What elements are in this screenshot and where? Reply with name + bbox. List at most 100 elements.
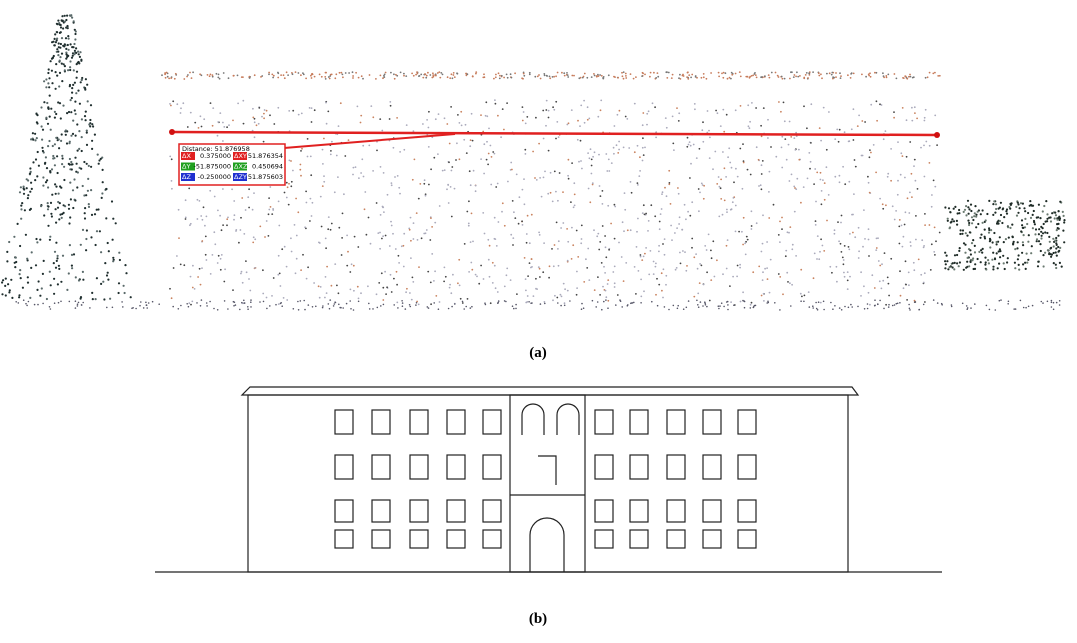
point [1051, 300, 1053, 302]
point [58, 147, 60, 149]
point [60, 281, 62, 283]
point [450, 106, 452, 108]
point [131, 308, 133, 310]
point [836, 266, 838, 268]
point [49, 95, 51, 97]
point [635, 76, 637, 78]
point [1048, 252, 1050, 254]
point [366, 234, 368, 236]
point [553, 265, 555, 267]
point [323, 175, 325, 177]
point [18, 294, 20, 296]
point [307, 138, 309, 140]
point [42, 303, 44, 305]
point [798, 149, 800, 151]
point [848, 249, 850, 251]
point [577, 120, 579, 122]
point [375, 78, 377, 80]
point [206, 305, 208, 307]
point [66, 289, 68, 291]
point [10, 279, 12, 281]
point [58, 218, 60, 220]
point [814, 168, 816, 170]
point [851, 128, 853, 130]
point [231, 188, 233, 190]
point [178, 237, 180, 239]
point [785, 250, 787, 252]
point [273, 75, 275, 77]
point [829, 266, 831, 268]
point [324, 76, 326, 78]
point [469, 170, 471, 172]
point [1037, 265, 1039, 267]
point [727, 304, 729, 306]
point [362, 145, 364, 147]
point [685, 218, 687, 220]
point [670, 203, 672, 205]
point [644, 253, 646, 255]
point [761, 251, 763, 253]
point [390, 105, 392, 107]
point [63, 212, 65, 214]
point [495, 103, 497, 105]
point [954, 206, 956, 208]
point [324, 297, 326, 299]
point [621, 306, 623, 308]
point [970, 307, 972, 309]
point [590, 148, 592, 150]
point [1025, 268, 1027, 270]
point [1005, 238, 1007, 240]
point [583, 76, 585, 78]
point [80, 296, 82, 298]
window [410, 410, 428, 434]
point [992, 241, 994, 243]
point [640, 279, 642, 281]
point [718, 176, 720, 178]
point [86, 130, 88, 132]
point [746, 236, 748, 238]
point [322, 305, 324, 307]
point [655, 137, 657, 139]
point [752, 271, 754, 273]
point [360, 292, 362, 294]
point [912, 77, 914, 79]
point [384, 74, 386, 76]
point [998, 208, 1000, 210]
point [214, 196, 216, 198]
point [914, 159, 916, 161]
point [53, 262, 55, 264]
point [36, 137, 38, 139]
point [57, 51, 59, 53]
point [174, 78, 176, 80]
point [370, 243, 372, 245]
point [992, 266, 994, 268]
point [571, 109, 573, 111]
point [739, 267, 741, 269]
point [298, 309, 300, 311]
point [25, 234, 27, 236]
point [49, 239, 51, 241]
point [818, 72, 820, 74]
point [406, 288, 408, 290]
point [284, 192, 286, 194]
point [217, 210, 219, 212]
point [76, 163, 78, 165]
point [923, 282, 925, 284]
point [210, 273, 212, 275]
point [975, 216, 977, 218]
point [494, 217, 496, 219]
point [326, 123, 328, 125]
point [355, 72, 357, 74]
point [71, 265, 73, 267]
point [74, 38, 76, 40]
point [54, 117, 56, 119]
point [322, 185, 324, 187]
point [222, 224, 224, 226]
point [970, 210, 972, 212]
point [68, 222, 70, 224]
point [32, 139, 34, 141]
point [451, 166, 453, 168]
point [435, 75, 437, 77]
point [680, 263, 682, 265]
point [710, 250, 712, 252]
